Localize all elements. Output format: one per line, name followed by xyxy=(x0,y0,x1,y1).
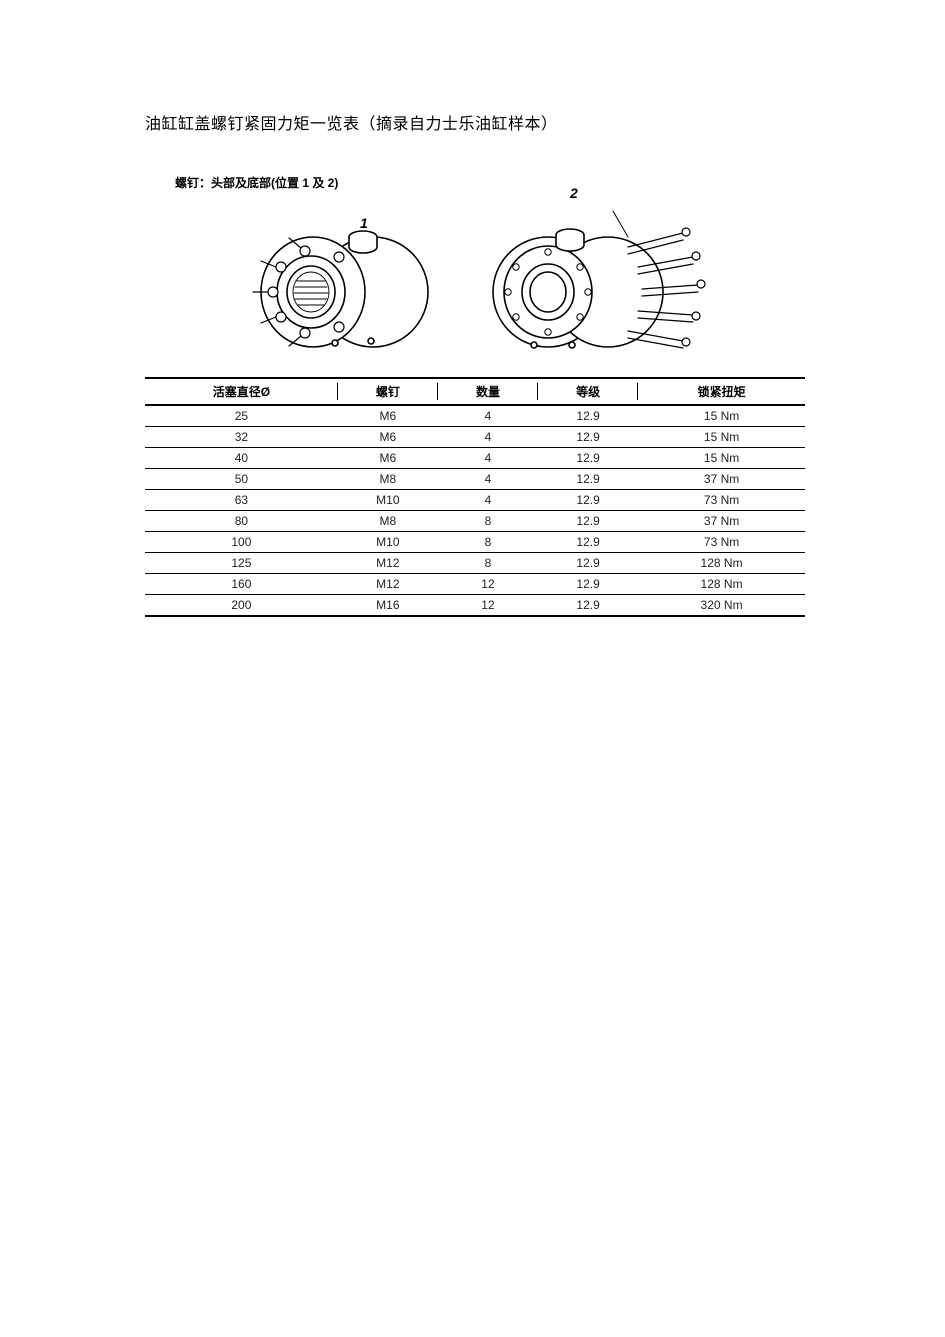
cell: 160 xyxy=(145,574,338,595)
cell: 128 Nm xyxy=(638,553,805,574)
cell: M16 xyxy=(338,595,438,617)
cell: 37 Nm xyxy=(638,469,805,490)
table-row: 200M161212.9320 Nm xyxy=(145,595,805,617)
diagram-label-2: 2 xyxy=(570,185,578,201)
cell: 12 xyxy=(438,574,538,595)
cell: 200 xyxy=(145,595,338,617)
cell: M12 xyxy=(338,574,438,595)
cell: 15 Nm xyxy=(638,405,805,427)
cell: 12.9 xyxy=(538,595,638,617)
cell: 100 xyxy=(145,532,338,553)
cell: 8 xyxy=(438,553,538,574)
cell: 4 xyxy=(438,427,538,448)
col-qty: 数量 xyxy=(438,378,538,405)
cell: 37 Nm xyxy=(638,511,805,532)
table-row: 50M8412.937 Nm xyxy=(145,469,805,490)
cell: M8 xyxy=(338,511,438,532)
cell: 73 Nm xyxy=(638,490,805,511)
table-row: 100M10812.973 Nm xyxy=(145,532,805,553)
cell: 125 xyxy=(145,553,338,574)
table-row: 125M12812.9128 Nm xyxy=(145,553,805,574)
table-row: 32M6412.915 Nm xyxy=(145,427,805,448)
cell: M12 xyxy=(338,553,438,574)
cell: 40 xyxy=(145,448,338,469)
cell: 12.9 xyxy=(538,448,638,469)
cell: M10 xyxy=(338,532,438,553)
torque-table: 活塞直径Ø 螺钉 数量 等级 锁紧扭矩 25M6412.915 Nm 32M64… xyxy=(145,377,805,617)
cell: 32 xyxy=(145,427,338,448)
cell: 8 xyxy=(438,511,538,532)
cell: M6 xyxy=(338,448,438,469)
cell: 63 xyxy=(145,490,338,511)
page-title: 油缸缸盖螺钉紧固力矩一览表（摘录自力士乐油缸样本） xyxy=(145,110,805,134)
cell: 12.9 xyxy=(538,490,638,511)
cell: 12.9 xyxy=(538,469,638,490)
cell: M8 xyxy=(338,469,438,490)
cell: 80 xyxy=(145,511,338,532)
table-body: 25M6412.915 Nm 32M6412.915 Nm 40M6412.91… xyxy=(145,405,805,616)
cell: M10 xyxy=(338,490,438,511)
cell: 4 xyxy=(438,405,538,427)
table-row: 160M121212.9128 Nm xyxy=(145,574,805,595)
cylinder-head-icon xyxy=(243,207,443,367)
cell: 73 Nm xyxy=(638,532,805,553)
cell: M6 xyxy=(338,427,438,448)
cell: 12.9 xyxy=(538,405,638,427)
col-piston-dia: 活塞直径Ø xyxy=(145,378,338,405)
page: 油缸缸盖螺钉紧固力矩一览表（摘录自力士乐油缸样本） 螺钉：头部及底部(位置 1 … xyxy=(0,0,945,617)
cell: 15 Nm xyxy=(638,448,805,469)
cell: 12.9 xyxy=(538,553,638,574)
cell: 25 xyxy=(145,405,338,427)
cell: 12.9 xyxy=(538,532,638,553)
table-row: 80M8812.937 Nm xyxy=(145,511,805,532)
cell: 4 xyxy=(438,490,538,511)
cell: 12.9 xyxy=(538,511,638,532)
cell: 128 Nm xyxy=(638,574,805,595)
table-row: 40M6412.915 Nm xyxy=(145,448,805,469)
diagram-row: 1 2 xyxy=(145,197,805,367)
cell: 320 Nm xyxy=(638,595,805,617)
col-grade: 等级 xyxy=(538,378,638,405)
cell: 15 Nm xyxy=(638,427,805,448)
col-screw: 螺钉 xyxy=(338,378,438,405)
cell: 8 xyxy=(438,532,538,553)
cell: 4 xyxy=(438,448,538,469)
table-row: 63M10412.973 Nm xyxy=(145,490,805,511)
cell: 4 xyxy=(438,469,538,490)
cell: 12 xyxy=(438,595,538,617)
table-header: 活塞直径Ø 螺钉 数量 等级 锁紧扭矩 xyxy=(145,378,805,405)
diagram-subtitle: 螺钉：头部及底部(位置 1 及 2) xyxy=(145,174,805,191)
cell: M6 xyxy=(338,405,438,427)
col-torque: 锁紧扭矩 xyxy=(638,378,805,405)
diagram-label-1: 1 xyxy=(360,215,368,231)
cylinder-base-icon xyxy=(478,207,708,367)
cell: 12.9 xyxy=(538,427,638,448)
cell: 12.9 xyxy=(538,574,638,595)
cell: 50 xyxy=(145,469,338,490)
table-row: 25M6412.915 Nm xyxy=(145,405,805,427)
